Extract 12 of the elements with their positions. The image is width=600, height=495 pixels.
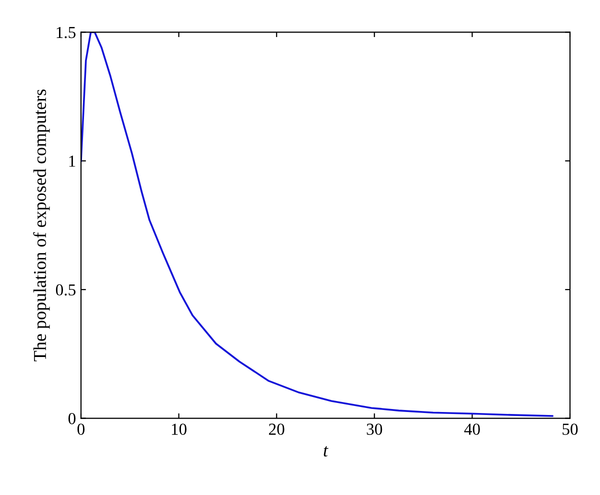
x-tick-label: 30 [366, 424, 382, 435]
x-tick-label: 50 [562, 424, 578, 435]
x-tick-label: 40 [464, 424, 480, 435]
y-tick-label: 1 [69, 156, 76, 167]
y-tick-label: 0 [68, 412, 76, 424]
x-tick-label: 20 [269, 424, 284, 435]
x-tick-label: 10 [172, 424, 186, 435]
y-tick-label: 0.5 [56, 284, 76, 296]
y-tick-label: 1.5 [56, 26, 76, 38]
y-axis-title: The population of exposed computers [33, 89, 50, 362]
x-axis-title: t [324, 446, 328, 457]
x-tick-label: 0 [77, 424, 85, 435]
